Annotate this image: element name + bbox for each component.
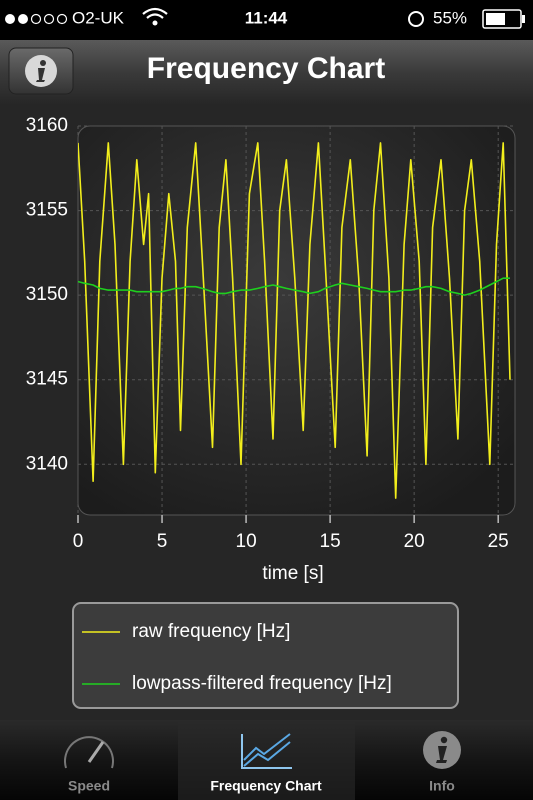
- x-axis-label: time [s]: [262, 563, 323, 584]
- battery-percent: 55%: [433, 8, 467, 27]
- tab-label[interactable]: Frequency Chart: [210, 778, 322, 794]
- axes: 3140 3145 3150 3155 3160 0 5 10 15 20 25: [26, 115, 509, 552]
- info-tab-icon[interactable]: [423, 731, 461, 769]
- x-tick-label: 15: [320, 531, 341, 552]
- legend-label: raw frequency [Hz]: [132, 621, 290, 642]
- selected-tab-highlight: [178, 722, 355, 800]
- battery-outline: [482, 9, 522, 29]
- y-tick-label: 3155: [26, 200, 68, 221]
- x-tick-label: 0: [73, 531, 84, 552]
- wifi-dot: [152, 20, 158, 26]
- nav-bar: [0, 40, 533, 105]
- legend-box: [72, 602, 459, 709]
- legend-label: lowpass-filtered frequency [Hz]: [132, 673, 392, 694]
- tab-label[interactable]: Speed: [68, 778, 110, 794]
- series-line: [78, 142, 511, 499]
- battery-tip: [522, 15, 525, 23]
- plot-marks: [78, 142, 511, 499]
- info-button[interactable]: [8, 47, 74, 95]
- x-tick-label: 5: [157, 531, 168, 552]
- nav-title: Frequency Chart: [147, 52, 385, 85]
- tab-label[interactable]: Info: [429, 778, 455, 794]
- clock: 11:44: [245, 8, 288, 27]
- signal-dots: [5, 13, 68, 25]
- chart-icon[interactable]: [241, 733, 292, 769]
- y-tick-label: 3160: [26, 115, 68, 136]
- status-bar: [0, 0, 533, 40]
- alarm-icon: [408, 11, 424, 27]
- series-line: [78, 277, 510, 296]
- x-tick-label: 20: [404, 531, 425, 552]
- y-tick-label: 3150: [26, 284, 68, 305]
- tab-labels: Speed Frequency Chart Info: [68, 778, 455, 794]
- battery-fill: [486, 13, 505, 25]
- y-tick-label: 3140: [26, 453, 68, 474]
- y-tick-label: 3145: [26, 369, 68, 390]
- wifi-icon: [142, 7, 168, 19]
- x-tick-label: 25: [488, 531, 509, 552]
- legend: raw frequency [Hz] lowpass-filtered frequ…: [82, 621, 392, 694]
- x-tick-label: 10: [236, 531, 257, 552]
- carrier: O2-UK: [72, 8, 125, 27]
- speed-icon[interactable]: [64, 736, 114, 769]
